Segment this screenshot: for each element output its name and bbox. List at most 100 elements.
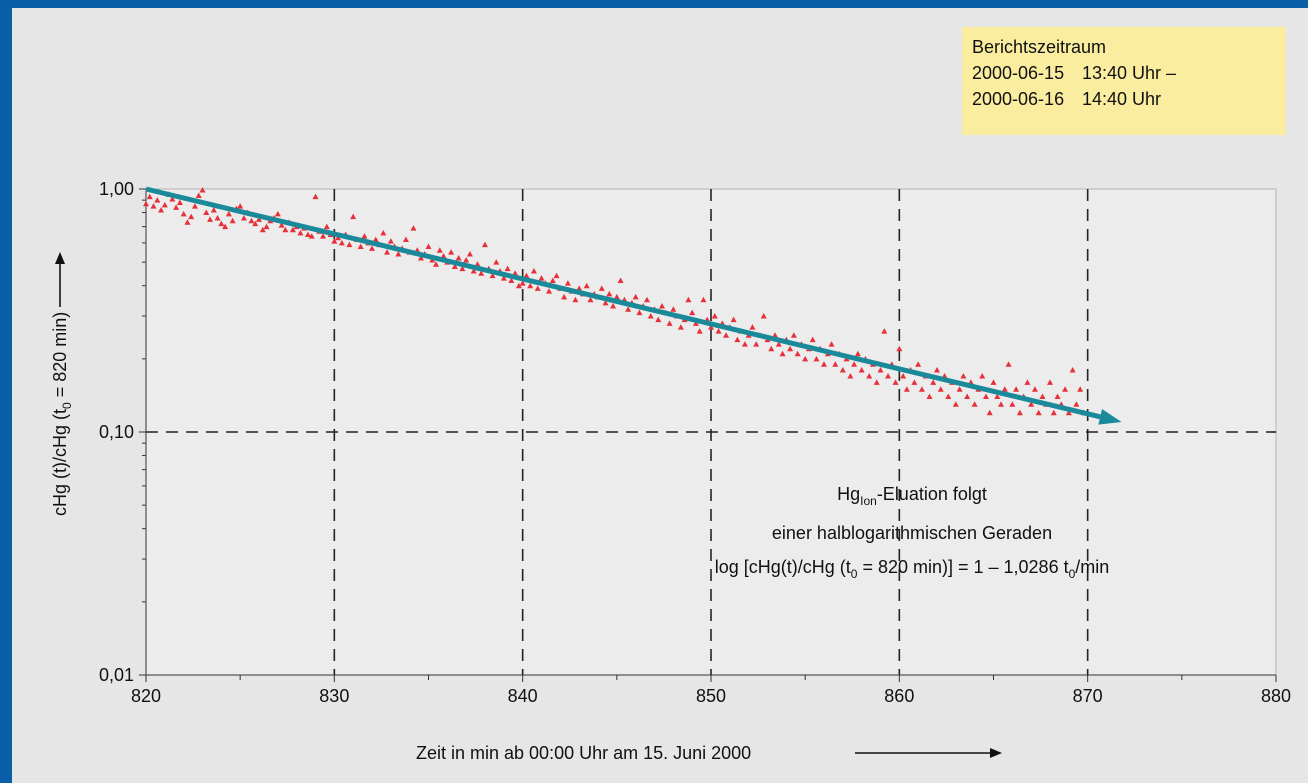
data-point: [730, 316, 737, 323]
data-point: [1009, 401, 1016, 407]
data-point: [896, 345, 903, 352]
data-point: [229, 217, 236, 224]
data-point: [169, 195, 176, 202]
data-point: [252, 220, 259, 227]
data-point: [866, 373, 873, 379]
data-point: [455, 255, 462, 261]
data-point: [847, 373, 854, 379]
report-period-box: Berichtszeitraum 2000-06-15 13:40 Uhr – 2…: [962, 27, 1286, 135]
data-point: [1062, 386, 1069, 392]
data-point: [760, 313, 767, 319]
data-point: [350, 213, 357, 220]
data-point: [335, 234, 342, 241]
data-point: [346, 241, 353, 248]
data-point: [1016, 409, 1023, 416]
data-point: [911, 379, 918, 385]
data-point: [617, 277, 624, 284]
data-point: [312, 193, 319, 200]
data-point: [708, 324, 714, 330]
data-point: [851, 361, 858, 367]
data-point: [188, 213, 195, 220]
data-point: [659, 303, 666, 309]
data-point: [553, 272, 560, 279]
x-axis-arrow: [855, 748, 1002, 758]
data-point: [768, 345, 775, 352]
data-point: [685, 296, 692, 303]
data-point: [478, 270, 485, 276]
data-point: [587, 296, 594, 303]
data-point: [538, 275, 545, 281]
data-point: [677, 324, 684, 330]
data-point: [297, 229, 304, 236]
data-point: [534, 285, 541, 291]
data-point: [610, 303, 617, 309]
data-point: [1047, 379, 1053, 385]
fit-line-group: [145, 186, 1122, 425]
data-point: [1054, 393, 1061, 399]
data-point: [173, 204, 180, 210]
data-point: [195, 192, 202, 199]
data-point: [809, 336, 816, 343]
data-point: [274, 210, 281, 217]
data-point: [753, 341, 760, 347]
x-tick-label: 860: [884, 686, 914, 706]
data-point: [240, 214, 247, 221]
data-point: [357, 243, 364, 249]
data-point: [828, 341, 835, 347]
fit-line-arrowhead: [1098, 409, 1122, 425]
data-point: [598, 285, 605, 291]
data-point: [1028, 401, 1035, 407]
data-point: [448, 249, 455, 255]
data-point: [508, 277, 515, 284]
data-point: [982, 393, 989, 399]
data-point: [821, 361, 827, 367]
data-point: [613, 293, 620, 300]
data-point: [854, 350, 861, 357]
data-point: [802, 355, 809, 362]
x-axis-label: Zeit in min ab 00:00 Uhr am 15. Juni 200…: [416, 743, 751, 763]
y-tick-label: 0,01: [99, 665, 134, 685]
data-point: [971, 401, 978, 407]
data-point: [632, 293, 639, 300]
data-point: [647, 313, 654, 319]
data-point: [779, 350, 786, 357]
x-tick-label: 820: [131, 686, 161, 706]
data-point: [775, 341, 782, 347]
data-point: [689, 309, 696, 316]
data-point: [990, 379, 997, 385]
data-point: [180, 210, 187, 217]
data-point: [436, 247, 443, 253]
x-tick-label: 850: [696, 686, 726, 706]
data-point: [1001, 386, 1008, 392]
data-point: [278, 222, 285, 228]
axis-ticks: 820 830 840 850 860 870 880 0,01 0,10 1,00: [99, 179, 1291, 706]
data-point: [395, 251, 402, 257]
data-point: [790, 332, 797, 338]
data-point: [832, 361, 839, 367]
data-point: [248, 217, 255, 224]
data-point: [154, 197, 161, 203]
data-point: [583, 282, 590, 289]
data-point: [259, 226, 266, 233]
data-point: [433, 261, 440, 267]
data-point: [945, 393, 952, 399]
data-point: [918, 386, 925, 392]
data-point: [561, 293, 568, 300]
data-point: [304, 231, 311, 237]
data-point: [470, 267, 477, 274]
data-point: [158, 206, 165, 213]
chart-panel: 820 830 840 850 860 870 880 0,01 0,10 1,00 Zeit i…: [12, 8, 1308, 783]
data-point: [218, 220, 225, 227]
data-point: [463, 257, 470, 263]
data-point: [530, 267, 537, 274]
fit-line: [145, 186, 1101, 420]
data-point: [338, 239, 345, 246]
data-point: [749, 324, 756, 330]
data-point: [606, 290, 613, 297]
data-point: [176, 199, 183, 205]
y-axis-arrow: [55, 252, 65, 307]
svg-text:HgIon-Eluation folgt: HgIon-Eluation folgt: [837, 484, 987, 508]
data-point: [892, 379, 899, 385]
data-point: [956, 386, 963, 392]
data-point: [417, 255, 424, 261]
